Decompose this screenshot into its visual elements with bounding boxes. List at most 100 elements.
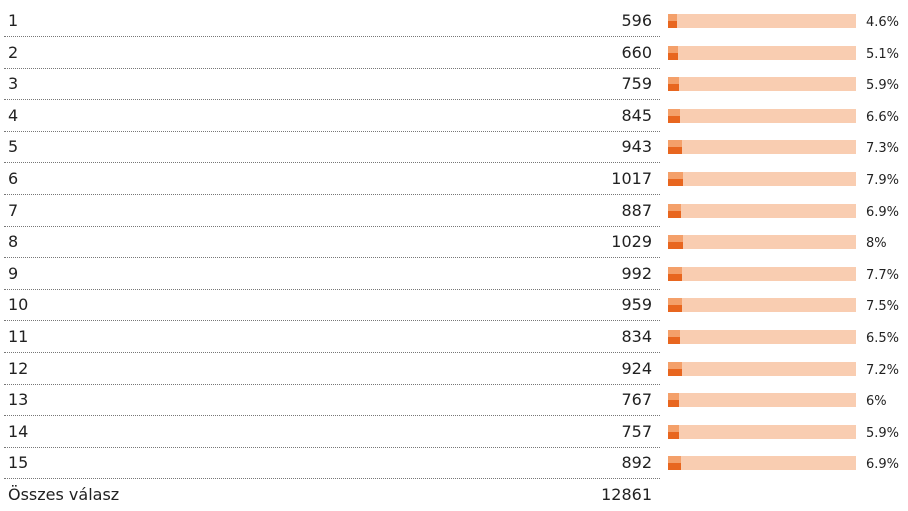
bar: [668, 330, 681, 344]
bar-track: [668, 172, 856, 186]
separator: [4, 99, 660, 101]
option-label: 3: [8, 74, 19, 94]
count: 992: [621, 263, 652, 283]
separator: [4, 194, 660, 195]
percent-label: 6.5%: [866, 331, 900, 346]
result-row: 5 943 7.3%: [0, 132, 908, 164]
option-label: 4: [8, 105, 19, 125]
option-label: 11: [8, 327, 29, 346]
percent-label: 5.9%: [866, 425, 900, 441]
result-row: 14 757 5.9%: [0, 417, 908, 448]
separator: [4, 36, 660, 37]
bar-track: [668, 361, 856, 376]
option-label: 6: [8, 169, 19, 188]
percent-label: 6.9%: [866, 457, 900, 473]
option-label: 5: [8, 137, 19, 157]
bar-track: [668, 393, 856, 408]
bar: [668, 203, 681, 218]
result-row: 2 660 5.1%: [0, 38, 908, 69]
bar-track: [668, 235, 856, 250]
option-label: 1: [8, 11, 19, 30]
separator: [4, 352, 660, 353]
percent-label: 7.9%: [866, 173, 900, 188]
bar-track: [668, 456, 856, 471]
bar: [668, 77, 680, 92]
bar-track: [668, 77, 856, 92]
count: 1029: [611, 232, 652, 252]
separator: [4, 288, 660, 290]
total-row: Összes válasz 12861: [0, 480, 908, 511]
separator: [4, 383, 660, 385]
result-row: 13 767 6%: [0, 385, 908, 417]
option-label: 9: [8, 263, 19, 283]
bar-track: [668, 203, 856, 218]
bar: [668, 14, 677, 28]
count: 959: [621, 295, 652, 315]
count: 757: [621, 421, 652, 441]
bar-track: [668, 14, 856, 28]
bar: [668, 266, 683, 281]
separator: [4, 67, 660, 69]
option-label: 7: [8, 200, 19, 220]
percent-label: 6.6%: [866, 109, 900, 125]
option-label: 13: [8, 390, 29, 410]
percent-label: 7.5%: [866, 299, 900, 315]
bar-track: [668, 140, 856, 155]
separator: [4, 162, 660, 164]
result-row: 11 834 6.5%: [0, 322, 908, 353]
percent-label: 7.2%: [866, 362, 900, 378]
option-label: 12: [8, 358, 29, 378]
bar-track: [668, 298, 856, 313]
bar: [668, 235, 684, 250]
count: 924: [621, 358, 652, 378]
count: 1017: [611, 169, 652, 188]
count: 834: [621, 327, 652, 346]
result-row: 8 1029 8%: [0, 227, 908, 259]
bar-track: [668, 108, 856, 123]
percent-label: 5.9%: [866, 78, 900, 94]
option-label: 10: [8, 295, 29, 315]
separator: [4, 446, 660, 448]
percent-label: 8%: [866, 236, 887, 252]
result-row: 3 759 5.9%: [0, 69, 908, 101]
bar: [668, 424, 680, 439]
result-row: 9 992 7.7%: [0, 259, 908, 290]
option-label: 15: [8, 453, 29, 473]
bar: [668, 108, 681, 123]
percent-label: 7.3%: [866, 141, 900, 157]
bar: [668, 45, 678, 60]
separator: [4, 415, 660, 417]
count: 887: [621, 200, 652, 220]
bar: [668, 140, 682, 155]
percent-label: 6%: [866, 394, 887, 410]
percent-label: 5.1%: [866, 46, 900, 62]
bar-track: [668, 266, 856, 281]
bar-track: [668, 45, 856, 60]
separator: [4, 320, 660, 322]
result-row: 7 887 6.9%: [0, 196, 908, 227]
option-label: 14: [8, 421, 29, 441]
result-row: 6 1017 7.9%: [0, 164, 908, 195]
count: 767: [621, 390, 652, 410]
bar: [668, 393, 680, 408]
bar: [668, 298, 683, 313]
percent-label: 6.9%: [866, 204, 900, 220]
count: 845: [621, 105, 652, 125]
result-row: 10 959 7.5%: [0, 290, 908, 322]
separator: [4, 225, 660, 227]
option-label: 2: [8, 42, 19, 62]
result-row: 15 892 6.9%: [0, 448, 908, 480]
result-row: 1 596 4.6%: [0, 6, 908, 37]
percent-label: 4.6%: [866, 15, 900, 30]
bar: [668, 361, 682, 376]
count: 943: [621, 137, 652, 157]
bar-track: [668, 330, 856, 344]
count: 596: [621, 11, 652, 30]
count: 660: [621, 42, 652, 62]
total-label: Összes válasz: [8, 485, 120, 504]
bar: [668, 172, 683, 186]
separator: [4, 257, 660, 259]
result-row: 12 924 7.2%: [0, 354, 908, 385]
separator: [4, 478, 660, 480]
result-row: 4 845 6.6%: [0, 101, 908, 132]
